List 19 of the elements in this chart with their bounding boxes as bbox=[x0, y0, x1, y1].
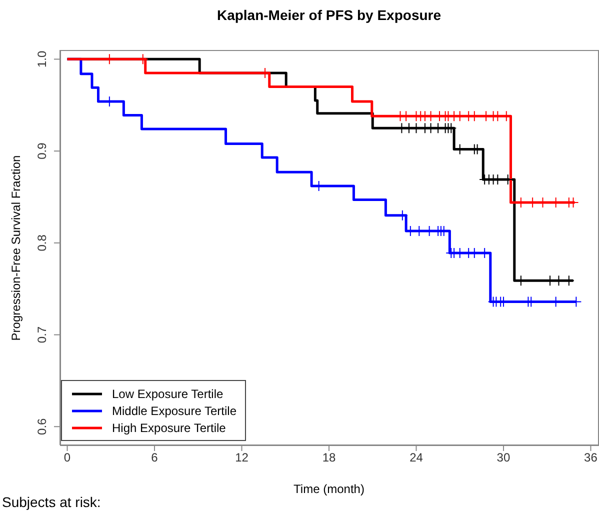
x-axis-title: Time (month) bbox=[294, 482, 364, 496]
y-tick-label: 1.0 bbox=[35, 50, 49, 68]
y-tick-label: 0.6 bbox=[35, 418, 49, 435]
x-tick-label: 0 bbox=[64, 450, 71, 465]
x-tick-label: 36 bbox=[584, 450, 598, 465]
y-tick-label: 0.7 bbox=[35, 326, 49, 344]
legend-label: Low Exposure Tertile bbox=[112, 386, 224, 400]
legend-label: Middle Exposure Tertile bbox=[112, 404, 237, 418]
text: Subjects at risk: bbox=[2, 494, 101, 510]
x-tick-label: 30 bbox=[496, 450, 510, 465]
x-tick-label: 6 bbox=[151, 450, 158, 465]
chart-title: Kaplan-Meier of PFS by Exposure bbox=[216, 7, 442, 23]
y-tick-label: 0.8 bbox=[35, 234, 49, 252]
x-tick-label: 12 bbox=[235, 450, 249, 465]
x-tick-label: 18 bbox=[322, 450, 336, 465]
y-axis-title: Progression-Free Survival Fraction bbox=[9, 155, 23, 341]
y-tick-label: 0.9 bbox=[35, 142, 49, 160]
x-tick-label: 24 bbox=[410, 450, 424, 465]
legend-label: High Exposure Tertile bbox=[112, 420, 226, 434]
